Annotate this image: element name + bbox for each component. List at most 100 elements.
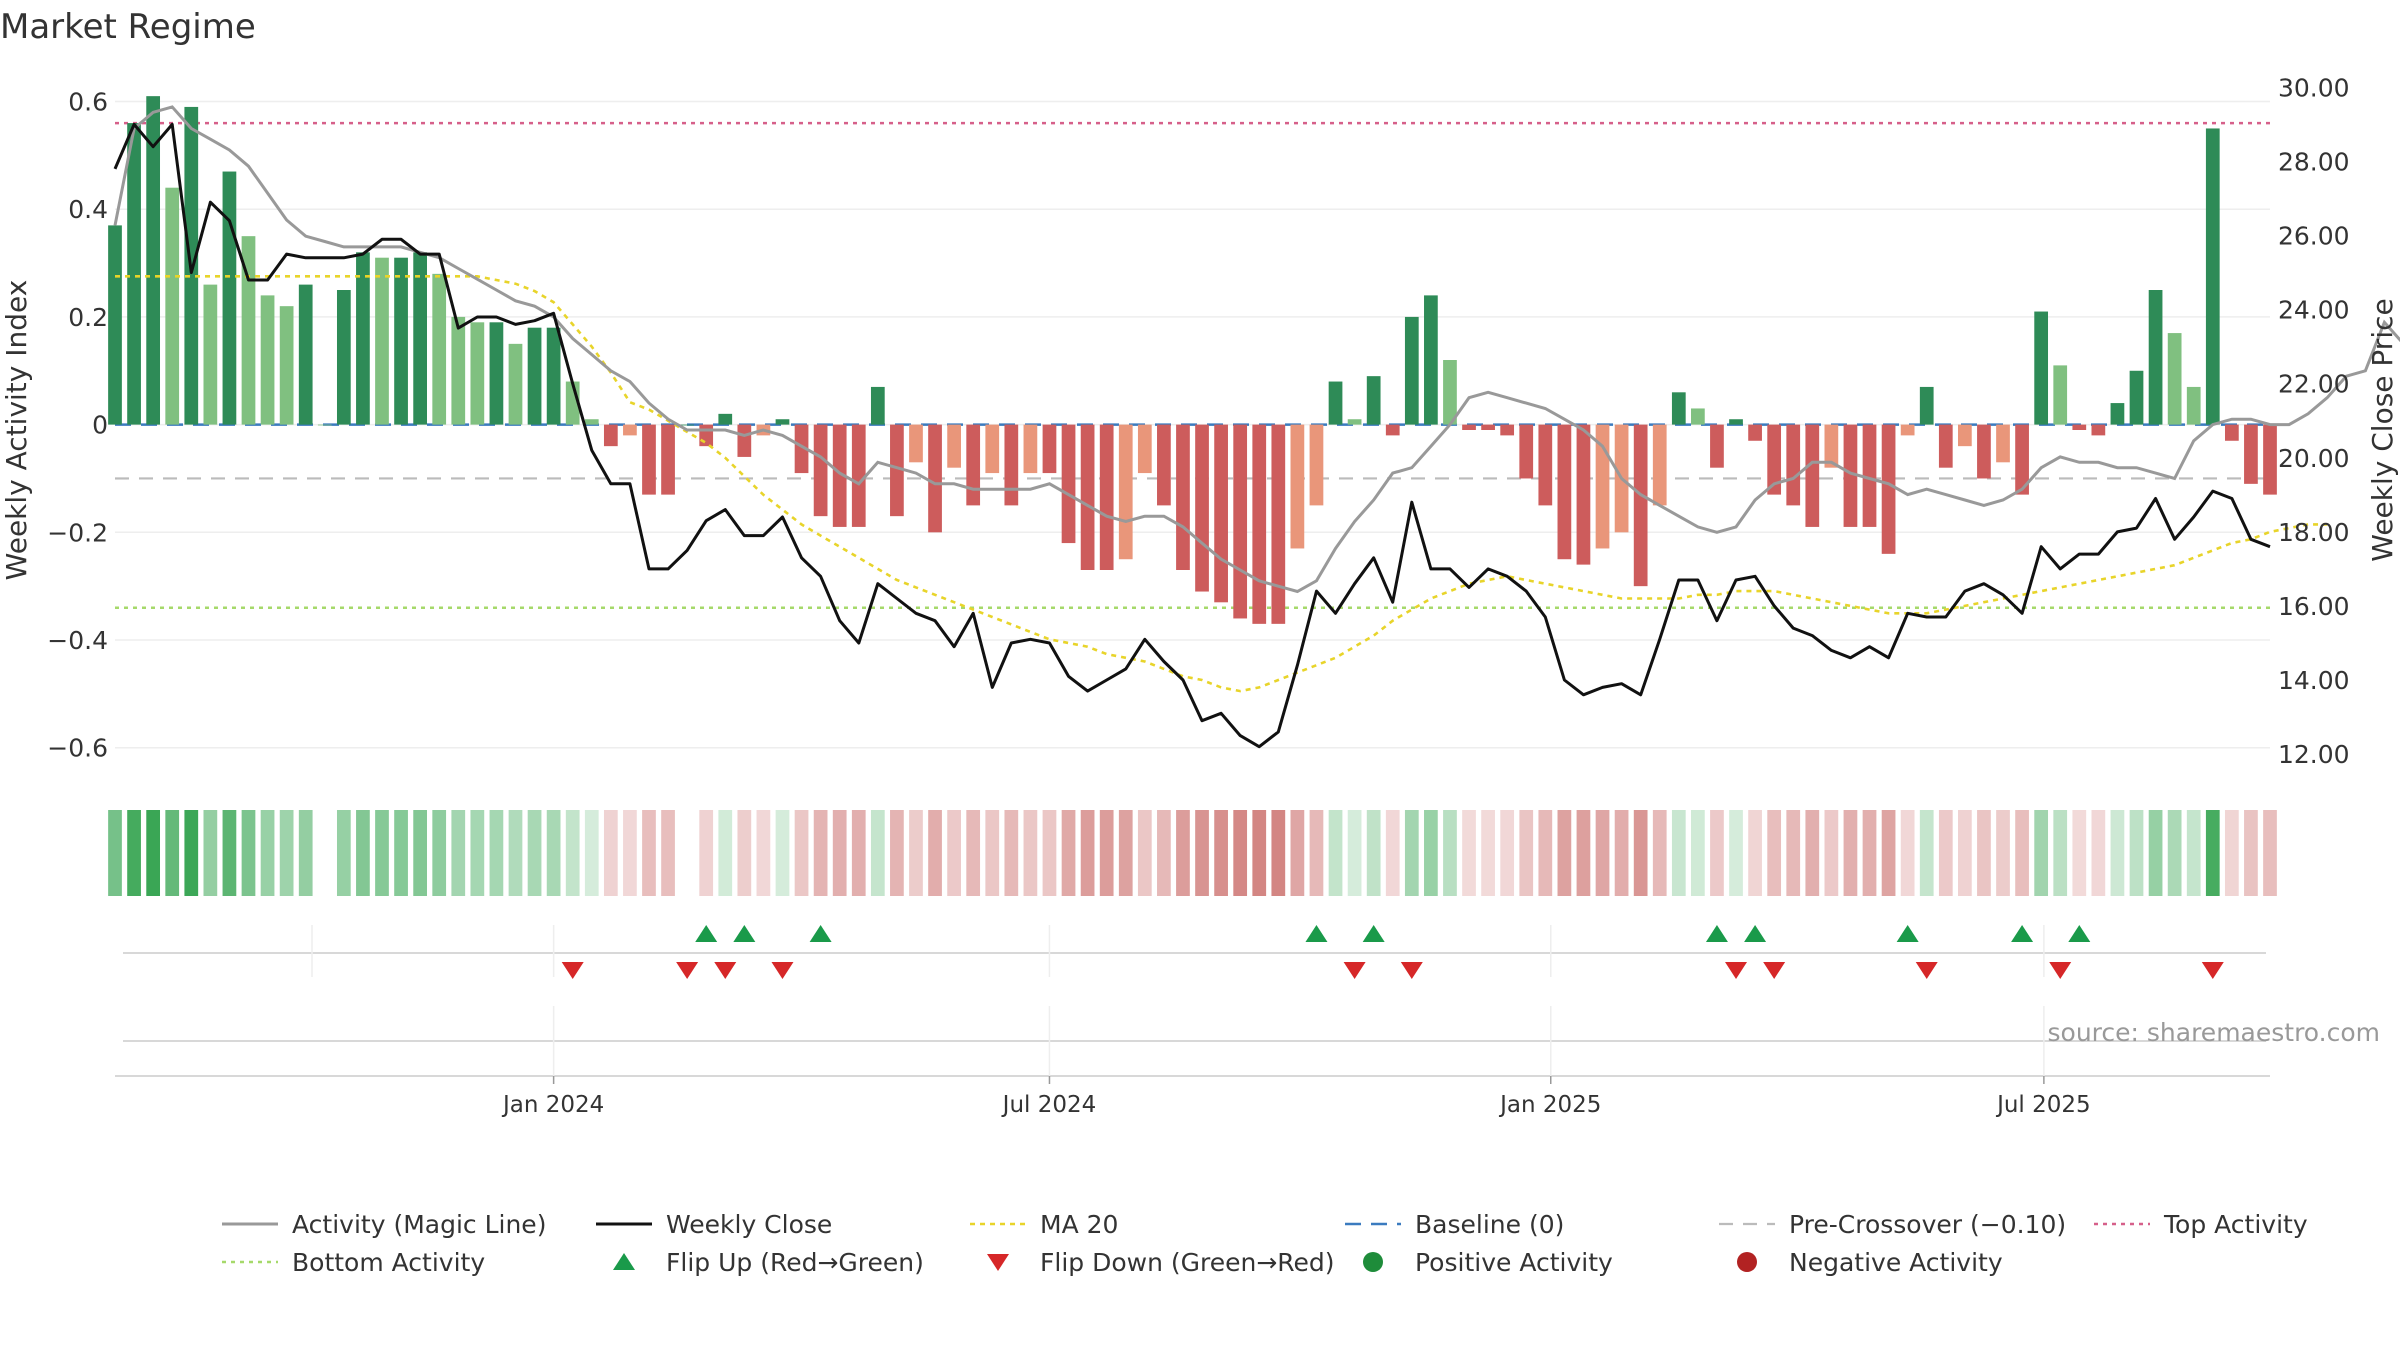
regime-cell <box>794 810 809 896</box>
activity-bar <box>1443 360 1457 425</box>
regime-cell <box>1633 810 1648 896</box>
bottom-axis-panel: Jan 2024 Jul 2024 Jan 2025 Jul 2025 <box>115 1006 2270 1118</box>
activity-bar <box>1118 424 1133 560</box>
activity-bar <box>661 424 675 495</box>
regime-cell <box>813 810 828 896</box>
activity-bar <box>279 306 294 425</box>
activity-bar <box>1462 424 1476 430</box>
activity-bar <box>203 284 218 425</box>
activity-bar <box>1652 424 1667 506</box>
regime-cell <box>1710 810 1724 896</box>
flip-up-marker <box>733 925 756 942</box>
flip-up-marker <box>1896 925 1919 942</box>
activity-bar <box>985 424 1000 474</box>
regime-cell <box>1538 810 1553 896</box>
activity-bar <box>2263 424 2277 495</box>
activity-bar <box>508 343 523 425</box>
activity-bar <box>1290 424 1305 549</box>
regime-cell <box>775 810 790 896</box>
flip-down-marker <box>561 962 584 979</box>
activity-bar <box>108 225 122 425</box>
regime-cell <box>127 810 141 896</box>
flip-up-marker <box>2011 925 2034 942</box>
legend-label: Negative Activity <box>1789 1248 2003 1277</box>
activity-bar <box>241 236 256 425</box>
flip-down-marker <box>771 962 794 979</box>
activity-bar <box>1767 424 1782 495</box>
regime-cell <box>1576 810 1591 896</box>
regime-cell <box>356 810 370 896</box>
regime-cell <box>527 810 542 896</box>
regime-cell <box>1557 810 1572 896</box>
activity-bar <box>2034 311 2049 425</box>
line-series <box>113 105 2400 749</box>
legend-item-bottom: Bottom Activity <box>222 1248 485 1277</box>
activity-bar <box>2053 365 2068 425</box>
flip-up-marker <box>695 925 718 942</box>
regime-cell <box>1595 810 1610 896</box>
regime-strip <box>108 810 2277 896</box>
regime-cell <box>699 810 714 896</box>
regime-cell <box>1767 810 1782 896</box>
activity-bar <box>1328 381 1343 425</box>
activity-bar <box>2186 386 2201 425</box>
regime-cell <box>832 810 847 896</box>
regime-cell <box>642 810 656 896</box>
regime-cell <box>1900 810 1915 896</box>
regime-cell <box>1080 810 1095 896</box>
activity-bar <box>394 257 408 425</box>
activity-bar <box>2091 424 2106 436</box>
activity-bar <box>1157 424 1171 506</box>
regime-cell <box>2224 810 2239 896</box>
y-tick-label-left: −0.2 <box>47 518 108 547</box>
activity-bar <box>1042 424 1057 474</box>
y-tick-label-left: 0.6 <box>68 88 108 117</box>
activity-bar <box>1080 424 1095 570</box>
x-tick-label: Jul 2024 <box>1001 1092 1097 1118</box>
y-tick-label-left: 0.2 <box>68 303 108 332</box>
regime-cell <box>1805 810 1820 896</box>
activity-bar <box>298 284 313 425</box>
regime-cell <box>375 810 389 896</box>
legend-item-ma20: MA 20 <box>970 1210 1118 1239</box>
activity-bar <box>832 424 847 527</box>
activity-bar <box>1729 419 1743 425</box>
activity-bar <box>1309 424 1324 506</box>
activity-bar <box>1500 424 1515 436</box>
activity-bar <box>1824 424 1839 468</box>
regime-cell <box>1824 810 1839 896</box>
y-tick-label-right: 28.00 <box>2278 147 2350 176</box>
flip-down-marker <box>1725 962 1748 979</box>
activity-bar <box>1385 424 1400 436</box>
activity-bar <box>775 419 790 425</box>
regime-cell <box>1233 810 1248 896</box>
regime-cell <box>508 810 523 896</box>
activity-bar <box>699 424 714 447</box>
regime-cell <box>1328 810 1343 896</box>
legend-label: Pre-Crossover (−0.10) <box>1789 1210 2066 1239</box>
activity-bar <box>470 322 485 425</box>
regime-cell <box>1462 810 1476 896</box>
activity-bar <box>870 386 885 425</box>
grid-layer <box>115 100 2270 749</box>
regime-cell <box>1385 810 1400 896</box>
activity-bar <box>813 424 828 517</box>
regime-cell <box>2205 810 2220 896</box>
regime-cell <box>1843 810 1858 896</box>
y-tick-label-left: −0.6 <box>47 734 108 763</box>
activity-bar <box>1881 424 1896 554</box>
regime-cell <box>203 810 218 896</box>
x-tick-label: Jan 2024 <box>501 1092 604 1118</box>
legend-item-flipdown: Flip Down (Green→Red) <box>987 1248 1335 1277</box>
activity-bar <box>1671 392 1686 425</box>
regime-cell <box>718 810 733 896</box>
regime-cell <box>947 810 961 896</box>
regime-cell <box>260 810 275 896</box>
regime-cell <box>2186 810 2201 896</box>
regime-cell <box>890 810 904 896</box>
regime-cell <box>413 810 427 896</box>
y-tick-label-right: 14.00 <box>2278 666 2350 695</box>
regime-cell <box>2129 810 2144 896</box>
activity-bar <box>1938 424 1953 468</box>
